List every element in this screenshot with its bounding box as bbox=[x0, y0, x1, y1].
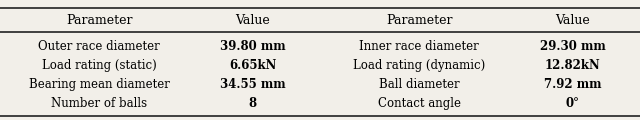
Text: 6.65kN: 6.65kN bbox=[229, 59, 276, 72]
Text: Ball diameter: Ball diameter bbox=[379, 78, 460, 91]
Text: 29.30 mm: 29.30 mm bbox=[540, 40, 605, 53]
Text: Parameter: Parameter bbox=[66, 14, 132, 27]
Text: 7.92 mm: 7.92 mm bbox=[544, 78, 602, 91]
Text: Bearing mean diameter: Bearing mean diameter bbox=[29, 78, 170, 91]
Text: Outer race diameter: Outer race diameter bbox=[38, 40, 160, 53]
Text: 12.82kN: 12.82kN bbox=[545, 59, 601, 72]
Text: 0°: 0° bbox=[566, 97, 580, 110]
Text: Inner race diameter: Inner race diameter bbox=[359, 40, 479, 53]
Text: 8: 8 bbox=[249, 97, 257, 110]
Text: Number of balls: Number of balls bbox=[51, 97, 147, 110]
Text: 34.55 mm: 34.55 mm bbox=[220, 78, 285, 91]
Text: Value: Value bbox=[236, 14, 270, 27]
Text: Parameter: Parameter bbox=[386, 14, 452, 27]
Text: 39.80 mm: 39.80 mm bbox=[220, 40, 285, 53]
Text: Load rating (dynamic): Load rating (dynamic) bbox=[353, 59, 485, 72]
Text: Contact angle: Contact angle bbox=[378, 97, 461, 110]
Text: Load rating (static): Load rating (static) bbox=[42, 59, 157, 72]
Text: Value: Value bbox=[556, 14, 590, 27]
